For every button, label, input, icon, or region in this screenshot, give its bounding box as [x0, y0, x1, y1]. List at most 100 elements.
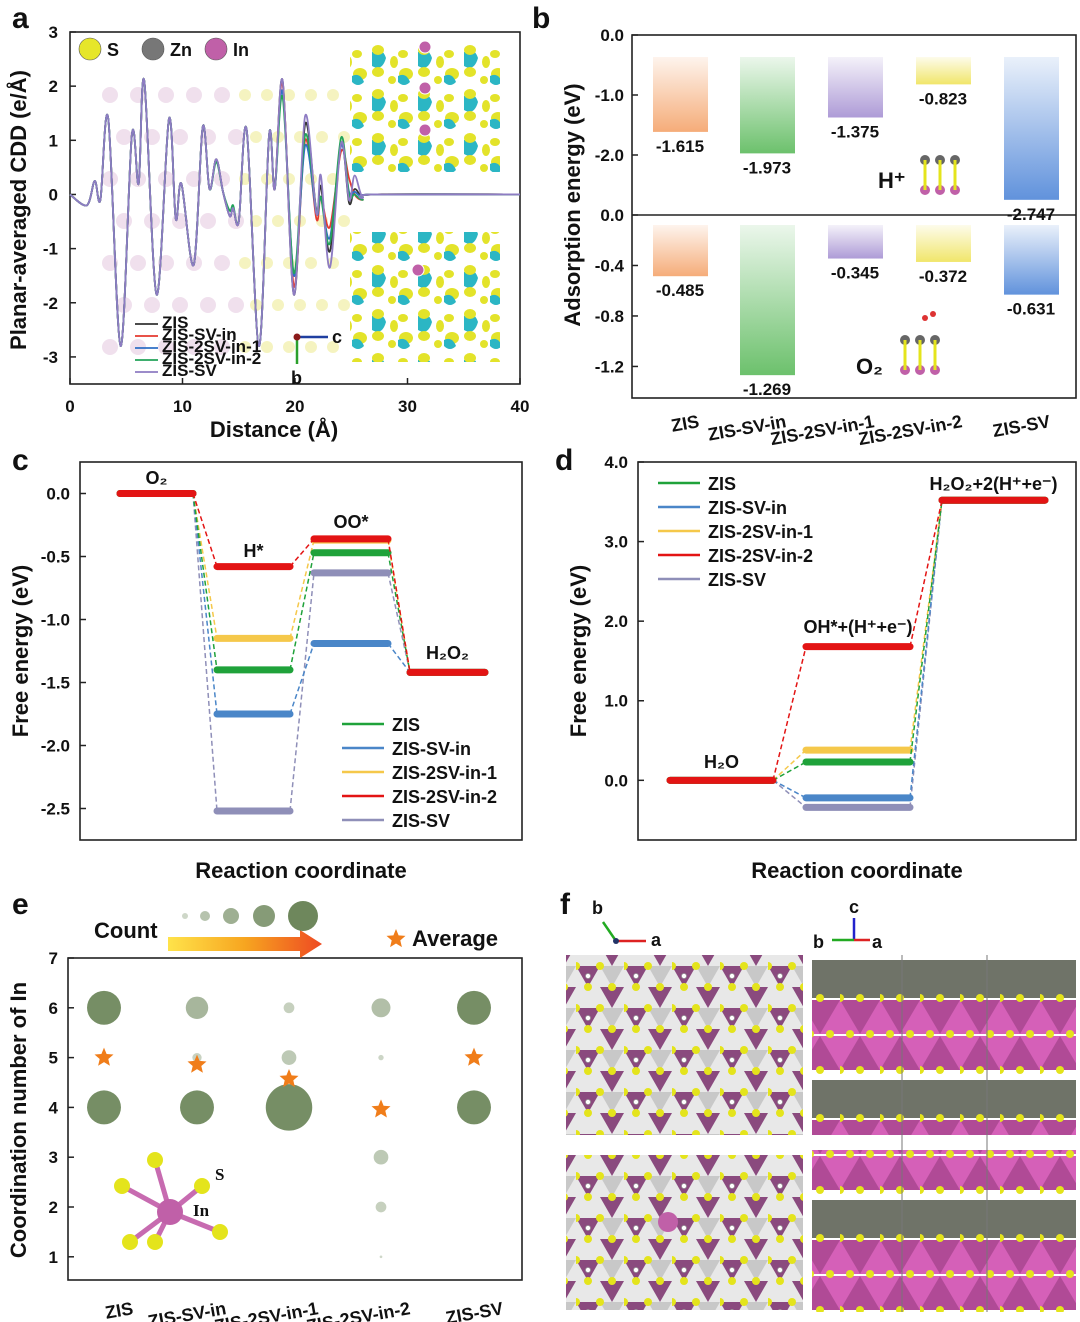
connector-zis-sv	[289, 572, 315, 812]
cdd-inset-bottom	[350, 232, 500, 362]
bar-value-label: -1.973	[743, 158, 791, 177]
element-zn-icon	[141, 37, 165, 61]
bar-zis-2sv-in-2	[916, 225, 971, 262]
y-tick-label: 3	[49, 23, 58, 42]
y-tick-label: 2	[49, 1198, 58, 1217]
step-label: H₂O₂	[426, 643, 469, 663]
y-tick-label: -1.5	[41, 674, 70, 693]
structure-atom	[200, 213, 216, 229]
y-tick-label: -3	[43, 348, 58, 367]
connector-zis-sv	[772, 779, 807, 808]
y-tick-label: 1	[49, 131, 58, 150]
step-label: H₂O₂+2(H⁺+e⁻)	[929, 474, 1057, 494]
structure-atom	[338, 299, 350, 311]
axes-frame-c	[79, 461, 523, 841]
connector-zis-sv-in	[192, 493, 218, 715]
element-legend-label: S	[107, 40, 119, 60]
bar-zis-sv	[1004, 225, 1059, 295]
y-tick-label: 1	[49, 1248, 58, 1267]
structure-atom	[261, 89, 273, 101]
connector-zis-2sv-in-2	[289, 538, 315, 568]
structure-atom	[214, 255, 230, 271]
axis-b-arrow	[601, 921, 618, 942]
legend-label: ZIS-2SV-in-2	[392, 787, 497, 807]
legend-label: ZIS	[392, 715, 420, 735]
structure-atom	[116, 129, 132, 145]
bar-zis-sv-in	[740, 57, 795, 154]
axis-label-b: b	[813, 932, 824, 952]
connector-zis-2sv-in-2	[387, 538, 411, 673]
count-scale-bubble	[253, 905, 275, 927]
structure-atom	[172, 129, 188, 145]
o-atom	[930, 311, 936, 317]
structure-atom	[102, 339, 118, 355]
structure-atom	[144, 297, 160, 313]
element-legend-label: Zn	[170, 40, 192, 60]
bar-value-label: -2.747	[1007, 205, 1055, 224]
in-atom	[658, 1212, 678, 1232]
count-bubble	[457, 1090, 491, 1125]
count-bubble	[185, 996, 209, 1020]
count-gradient-arrow	[168, 930, 322, 958]
axis-label-b: b	[592, 898, 603, 918]
connector-zis	[772, 761, 807, 781]
x-category-label: ZIS-SV	[991, 411, 1052, 441]
inset-in-label: In	[193, 1201, 210, 1220]
y-tick-label: -0.8	[595, 307, 624, 326]
connector-zis-2sv-in-2	[192, 493, 218, 567]
bar-zis	[653, 225, 708, 277]
panel-letter-e: e	[12, 888, 29, 921]
connector-zis-2sv-in-1	[909, 500, 943, 751]
structure-atom	[283, 341, 295, 353]
line-zis-sv	[69, 77, 521, 347]
count-bubble	[180, 1090, 214, 1125]
vacuum-gap	[812, 1135, 1076, 1150]
x-tick-label: 20	[286, 397, 305, 416]
s-atom	[147, 1152, 163, 1168]
structure-atom	[250, 215, 262, 227]
structure-atom	[158, 255, 174, 271]
structure-atom	[116, 213, 132, 229]
structure-atom	[200, 297, 216, 313]
y-tick-label: 0.0	[600, 206, 624, 225]
y-axis-label: Free energy (eV)	[566, 565, 591, 737]
count-bubble	[283, 1002, 295, 1014]
connector-zis-2sv-in-1	[772, 749, 807, 781]
o-atom	[922, 315, 928, 321]
x-tick-label: 40	[511, 397, 530, 416]
element-s-icon	[78, 37, 102, 61]
count-bubble	[373, 1149, 389, 1165]
structure-atom	[186, 171, 202, 187]
in-atom	[411, 263, 425, 277]
count-bubble	[378, 1054, 384, 1061]
x-axis-label: Reaction coordinate	[195, 858, 406, 883]
legend-label: ZIS-2SV-in-2	[708, 546, 813, 566]
structure-atom	[130, 255, 146, 271]
y-tick-label: 4	[49, 1098, 59, 1117]
structure-atom	[294, 299, 306, 311]
y-tick-label: -2.5	[41, 800, 70, 819]
structure-atom	[130, 87, 146, 103]
axes-frame-d	[637, 461, 1077, 841]
bar-zis-sv-in	[740, 225, 795, 376]
structure-atom	[316, 131, 328, 143]
y-tick-label: -1.0	[595, 86, 624, 105]
legend-label: ZIS-2SV-in-1	[392, 763, 497, 783]
bar-value-label: -0.372	[919, 267, 967, 286]
y-tick-label: 2.0	[604, 612, 628, 631]
y-tick-label: 3	[49, 1148, 58, 1167]
axes-frame-e	[67, 957, 523, 1281]
y-tick-label: -2	[43, 294, 58, 313]
structure-atom	[305, 341, 317, 353]
bar-zis	[653, 57, 708, 132]
legend-label: ZIS-SV-in	[162, 325, 237, 344]
y-tick-label: 6	[49, 999, 58, 1018]
count-bubble	[371, 998, 391, 1018]
axis-origin	[293, 333, 301, 341]
average-star-icon	[187, 1054, 207, 1073]
connector-zis-sv-in	[772, 779, 807, 799]
average-star-icon	[464, 1047, 484, 1066]
y-axis-label: Coordination number of In	[6, 982, 31, 1258]
structure-atom	[214, 87, 230, 103]
